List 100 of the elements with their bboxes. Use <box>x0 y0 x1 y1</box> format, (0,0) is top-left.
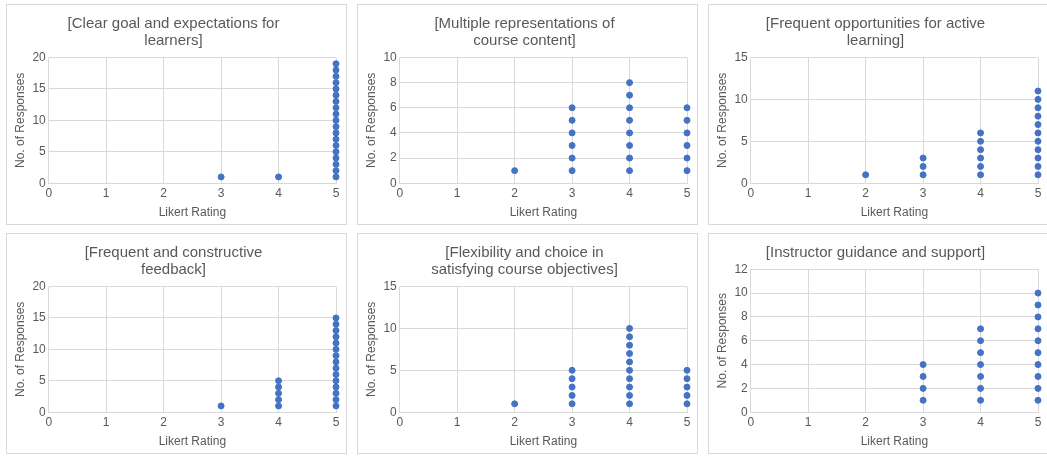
x-tick-label: 2 <box>160 185 168 200</box>
point <box>977 137 985 145</box>
point <box>683 366 691 374</box>
point <box>332 116 340 124</box>
y-tick-label: 2 <box>741 380 749 395</box>
y-axis-title: No. of Responses <box>714 72 729 169</box>
point <box>332 389 340 397</box>
y-tick-label: 15 <box>32 310 47 325</box>
point <box>332 85 340 93</box>
point <box>332 72 340 80</box>
point <box>568 383 576 391</box>
point <box>626 129 634 137</box>
point <box>332 79 340 87</box>
point <box>1034 137 1042 145</box>
point <box>919 171 927 179</box>
point <box>1034 361 1042 369</box>
point <box>1034 171 1042 179</box>
y-axis-title: No. of Responses <box>363 72 378 169</box>
point <box>332 333 340 341</box>
y-tick-label: 0 <box>39 175 47 190</box>
point <box>1034 87 1042 95</box>
point <box>332 364 340 372</box>
point <box>332 60 340 68</box>
y-axis-title: No. of Responses <box>714 293 729 389</box>
point <box>332 377 340 385</box>
y-tick-label: 10 <box>734 91 749 106</box>
x-tick-label: 2 <box>862 185 870 200</box>
y-tick-label: 0 <box>741 404 749 419</box>
y-tick-label: 10 <box>383 320 398 335</box>
point <box>332 123 340 131</box>
y-tick-label: 5 <box>390 362 398 377</box>
x-tick-label: 3 <box>919 185 927 200</box>
x-tick-label: 2 <box>511 414 519 429</box>
chart-title: [Multiple representations of course content] <box>434 13 616 49</box>
point <box>1034 121 1042 129</box>
point <box>511 400 519 408</box>
point <box>977 325 985 333</box>
point <box>977 396 985 404</box>
point <box>332 104 340 112</box>
y-tick-label: 0 <box>741 175 749 190</box>
y-tick-label: 0 <box>39 404 47 419</box>
point <box>626 324 634 332</box>
y-tick-label: 2 <box>390 150 398 165</box>
point <box>683 104 691 112</box>
point <box>1034 325 1042 333</box>
point <box>977 349 985 357</box>
x-tick-label: 1 <box>453 414 461 429</box>
point <box>568 400 576 408</box>
y-tick-label: 5 <box>39 373 47 388</box>
point <box>1034 313 1042 321</box>
y-tick-label: 20 <box>32 49 47 64</box>
point <box>1034 112 1042 120</box>
y-tick-label: 6 <box>741 333 749 348</box>
point <box>977 162 985 170</box>
point <box>977 154 985 162</box>
point <box>332 148 340 156</box>
point <box>626 116 634 124</box>
y-tick-label: 20 <box>32 278 47 293</box>
point <box>626 333 634 341</box>
y-tick-label: 15 <box>383 278 398 293</box>
x-tick-label: 4 <box>977 185 985 200</box>
x-tick-label: 4 <box>977 414 985 429</box>
point <box>919 384 927 392</box>
point <box>1034 337 1042 345</box>
point <box>1034 95 1042 103</box>
point <box>332 358 340 366</box>
point <box>683 400 691 408</box>
point <box>332 339 340 347</box>
point <box>977 129 985 137</box>
point <box>626 358 634 366</box>
x-tick-label: 2 <box>511 185 519 200</box>
point <box>332 173 340 181</box>
x-tick-label: 1 <box>804 185 812 200</box>
point <box>217 402 225 410</box>
point <box>919 162 927 170</box>
point <box>919 372 927 380</box>
point <box>332 135 340 143</box>
point <box>977 146 985 154</box>
x-axis-title: Likert Rating <box>860 205 929 220</box>
y-axis-title: No. of Responses <box>12 72 27 169</box>
x-tick-label: 5 <box>332 185 340 200</box>
point <box>332 66 340 74</box>
point <box>568 366 576 374</box>
point <box>332 370 340 378</box>
point <box>626 383 634 391</box>
x-tick-label: 5 <box>1034 185 1042 200</box>
point <box>568 167 576 175</box>
point <box>626 104 634 112</box>
point <box>568 129 576 137</box>
chart-title: [Flexibility and choice in satisfying course objectives] <box>431 242 618 278</box>
y-axis-title: No. of Responses <box>363 301 378 398</box>
point <box>217 173 225 181</box>
point <box>332 396 340 404</box>
x-tick-label: 4 <box>275 414 283 429</box>
point <box>275 383 283 391</box>
point <box>275 396 283 404</box>
x-tick-label: 5 <box>683 414 691 429</box>
point <box>1034 396 1042 404</box>
point <box>977 337 985 345</box>
point <box>626 91 634 99</box>
